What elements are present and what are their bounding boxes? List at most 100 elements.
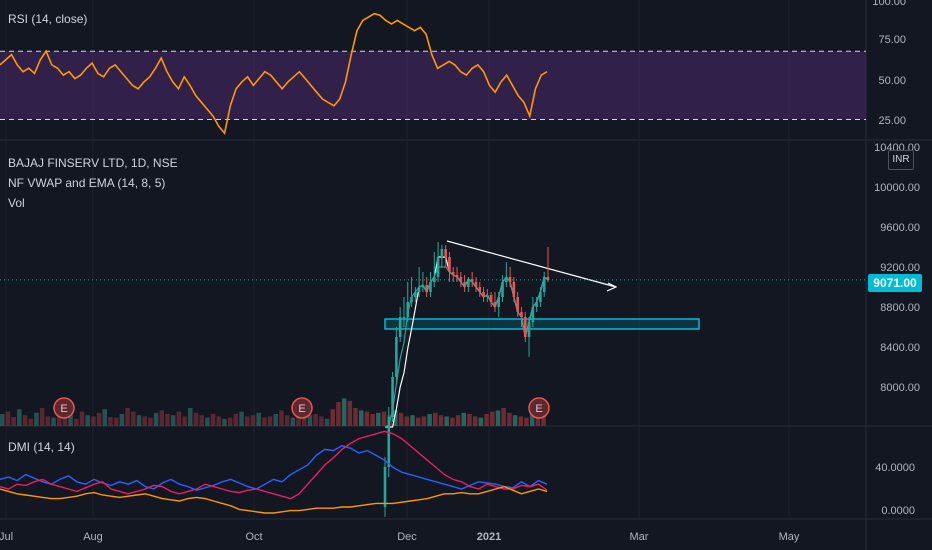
volume-bar [142, 416, 147, 426]
candle-body [520, 312, 523, 317]
rsi-pane[interactable] [0, 12, 866, 135]
price-axis-tick: 8400.00 [880, 342, 920, 354]
volume-bar [478, 417, 484, 426]
volume-bar [108, 417, 113, 426]
volume-bar [541, 415, 546, 426]
candle-body [535, 302, 538, 307]
candle-body [463, 282, 466, 287]
volume-bar [336, 402, 341, 426]
rsi-axis-tick: 25.00 [878, 115, 906, 127]
price-axis[interactable]: 100.0075.0050.0025.0010400.0010000.00960… [872, 0, 920, 517]
earnings-marker [53, 397, 75, 419]
dmi-legend-label[interactable]: DMI (14, 14) [8, 440, 75, 454]
volume-bar [148, 417, 153, 426]
volume-bar [467, 414, 472, 426]
volume-bar [205, 417, 210, 426]
dmi-plus-line [0, 445, 548, 491]
volume-bar [125, 408, 130, 426]
earnings-marker-label: E [60, 403, 67, 415]
volume-bar [370, 414, 375, 426]
candle-body [406, 302, 410, 317]
volume-bar [529, 414, 535, 426]
volume-bar [74, 418, 79, 426]
volume-bar [250, 415, 256, 426]
volume-bar [433, 412, 438, 426]
volume-bar [262, 417, 267, 426]
volume-bar [256, 412, 261, 426]
candle-body [444, 249, 447, 257]
dmi-minus-line [0, 430, 548, 500]
volume-bar [495, 410, 501, 426]
candle-body [440, 249, 444, 257]
volume-bar [364, 411, 370, 426]
currency-badge[interactable]: INR [888, 150, 914, 170]
volume-bar [279, 410, 284, 426]
symbol-title[interactable]: BAJAJ FINSERV LTD, 1D, NSE [8, 156, 178, 170]
volume-legend-label[interactable]: Vol [8, 196, 25, 210]
volume-bar [62, 414, 68, 426]
price-axis-tick: 8800.00 [880, 302, 920, 314]
time-axis[interactable]: Jul Aug Oct Dec 2021 Mar May [0, 531, 800, 543]
candle-body [512, 282, 516, 297]
volume-bar [341, 398, 347, 426]
volume-bar [490, 411, 495, 426]
volume-bar [22, 415, 28, 426]
candle-body [387, 417, 391, 467]
price-axis-tick: 9200.00 [880, 262, 920, 274]
candle-body [531, 307, 535, 322]
volume-bar [438, 415, 444, 426]
candle-body [516, 297, 519, 312]
earnings-marker-label: E [535, 403, 542, 415]
volume-bar [376, 412, 381, 426]
volume-bar [216, 416, 222, 426]
volume-bar [455, 415, 461, 426]
candle-body [391, 377, 394, 417]
candle-body [383, 467, 387, 507]
volume-bar [245, 416, 250, 426]
time-axis-label: Mar [630, 531, 649, 543]
candle-body [474, 282, 478, 287]
dmi-pane[interactable] [0, 430, 548, 514]
rsi-axis-tick: 100.00 [872, 0, 906, 8]
time-axis-label: Aug [83, 531, 103, 543]
candle-body [482, 292, 485, 297]
earnings-marker-label: E [298, 403, 305, 415]
volume-bar [472, 416, 478, 426]
volume-bar [227, 417, 233, 426]
volume-bar [165, 414, 170, 426]
candle-body [505, 277, 508, 282]
price-axis-tick: 9600.00 [880, 222, 920, 234]
volume-bar [273, 414, 278, 426]
time-axis-label: Dec [397, 531, 417, 543]
candle-body [497, 297, 501, 307]
volume-bar [301, 412, 307, 426]
candle-body [486, 295, 489, 297]
rsi-legend-label[interactable]: RSI (14, close) [8, 12, 88, 26]
candle-body [508, 277, 512, 282]
time-axis-label: May [779, 531, 800, 543]
volume-bar [0, 414, 5, 426]
volume-bar [85, 415, 90, 426]
dmi-axis-tick: 40.0000 [875, 462, 915, 474]
volume-bar [290, 417, 296, 426]
candle-body [402, 317, 406, 318]
volume-bar [28, 418, 33, 426]
volume-bar [39, 408, 45, 426]
volume-bar [313, 414, 318, 426]
adx-line [0, 485, 548, 514]
volume-bar [239, 411, 244, 426]
volume-bar [512, 415, 518, 426]
volume-bar [404, 416, 410, 426]
candle-body [417, 287, 421, 292]
volume-bar [233, 414, 239, 426]
volume-bar [450, 417, 455, 426]
volume-bar [501, 408, 506, 426]
vwap-ema-legend-label[interactable]: NF VWAP and EMA (14, 8, 5) [8, 176, 166, 190]
price-axis-tick: 10000.00 [874, 182, 920, 194]
volume-bar [284, 415, 290, 426]
volume-bar [319, 416, 324, 426]
volume-bar [170, 415, 176, 426]
price-pane[interactable] [0, 240, 866, 517]
volume-bar [102, 409, 108, 426]
